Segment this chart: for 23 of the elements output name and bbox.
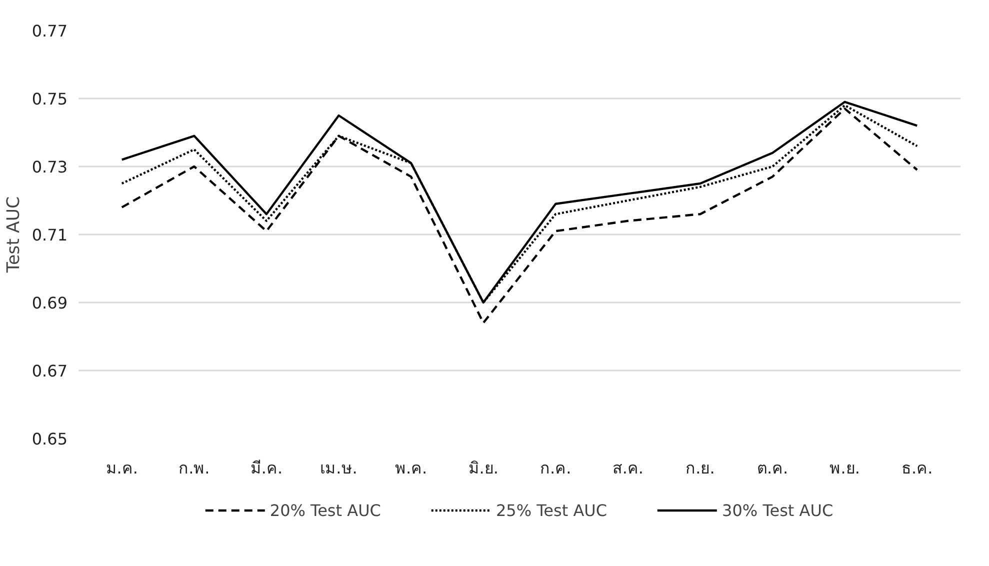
x-tick-label: ก.ย.	[686, 458, 715, 478]
x-tick-label: เม.ษ.	[320, 458, 358, 478]
y-tick-label: 0.77	[32, 22, 68, 40]
x-tick-label: ก.พ.	[178, 458, 210, 478]
x-tick-label: ม.ค.	[106, 458, 138, 478]
legend-label: 20% Test AUC	[270, 500, 381, 520]
legend-label: 25% Test AUC	[496, 500, 608, 520]
x-tick-label: ธ.ค.	[902, 458, 933, 478]
x-tick-label: ต.ค.	[756, 458, 788, 478]
y-tick-label: 0.73	[32, 158, 68, 176]
x-tick-label: พ.ค.	[394, 458, 428, 478]
x-tick-label: มี.ค.	[250, 458, 283, 478]
x-tick-label: มิ.ย.	[468, 458, 498, 478]
x-tick-label: ส.ค.	[612, 458, 644, 478]
y-tick-label: 0.69	[32, 294, 68, 312]
y-tick-label: 0.67	[32, 362, 68, 380]
x-tick-label: ก.ค.	[540, 458, 572, 478]
y-axis-title: Test AUC	[4, 196, 24, 274]
y-tick-label: 0.71	[32, 226, 68, 244]
x-tick-label: พ.ย.	[830, 458, 860, 478]
legend-label: 30% Test AUC	[722, 500, 834, 520]
y-tick-label: 0.75	[32, 90, 68, 108]
y-tick-label: 0.65	[32, 430, 68, 448]
